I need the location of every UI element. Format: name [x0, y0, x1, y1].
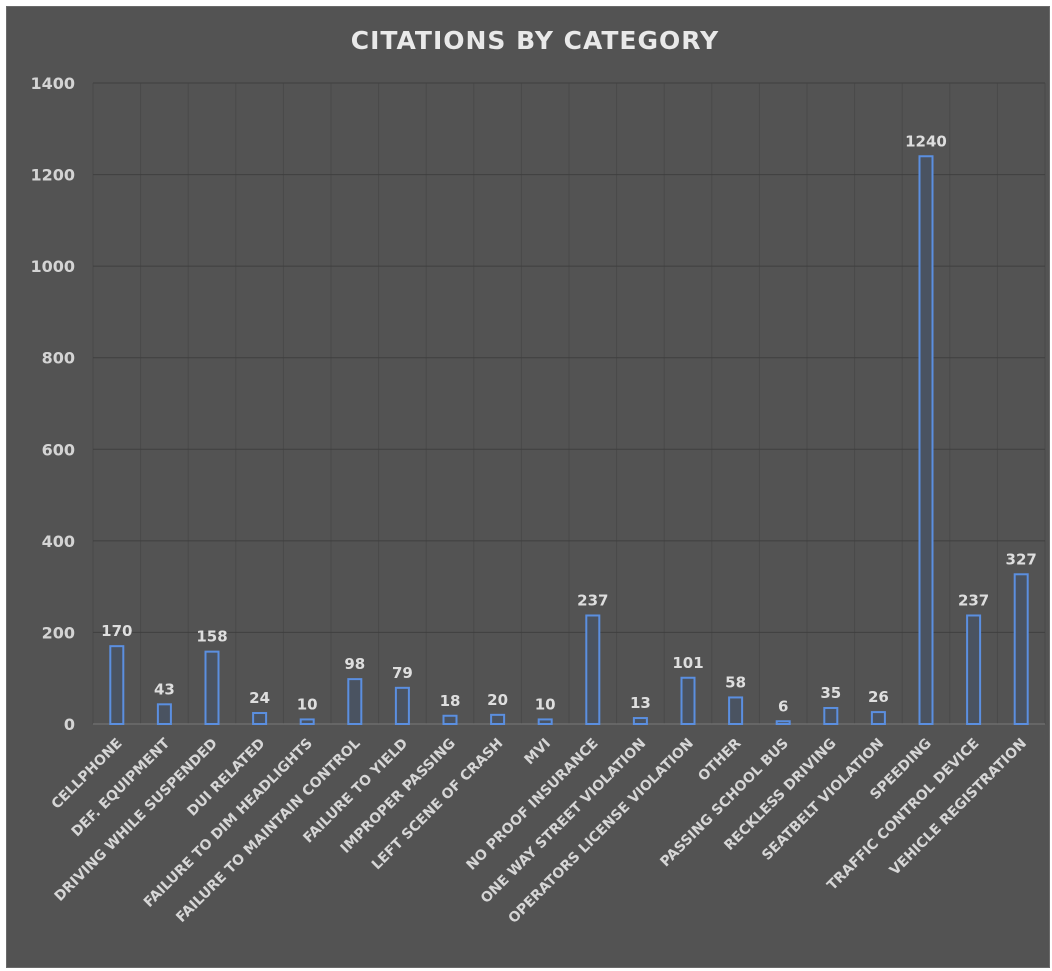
bar [585, 614, 601, 725]
bar [156, 703, 172, 725]
bar [870, 711, 886, 725]
y-tick-label: 0 [64, 715, 75, 734]
bar [632, 717, 648, 725]
bar [347, 678, 363, 726]
bar [680, 676, 696, 725]
y-tick-label: 200 [42, 623, 75, 642]
y-tick-label: 1400 [30, 74, 75, 93]
bars [109, 155, 1029, 726]
data-label: 170 [101, 622, 132, 640]
data-label: 20 [487, 691, 508, 709]
data-label: 43 [154, 680, 175, 698]
bar [299, 718, 315, 726]
y-tick-label: 400 [42, 532, 75, 551]
data-label: 98 [344, 655, 365, 673]
y-tick-label: 1200 [30, 166, 75, 185]
bar [252, 712, 268, 725]
bar-chart: CITATIONS BY CATEGORY 170 43 158 24 10 98 79 18… [30, 26, 1046, 927]
gridlines [92, 82, 1046, 724]
x-tick-label: FAILURE TO DIM HEADLIGHTS [141, 736, 316, 911]
data-label: 10 [297, 695, 318, 713]
data-label: 13 [630, 694, 651, 712]
bar [537, 718, 553, 726]
data-label: 327 [1006, 550, 1037, 568]
bar [823, 706, 839, 725]
data-label: 26 [868, 688, 889, 706]
data-label: 237 [958, 591, 989, 609]
bar [394, 686, 410, 725]
data-label: 35 [820, 684, 841, 702]
data-label: 58 [725, 673, 746, 691]
y-tick-label: 600 [42, 440, 75, 459]
bar [109, 645, 125, 726]
data-label: 1240 [905, 132, 947, 150]
y-tick-label: 800 [42, 349, 75, 368]
chart-area: CITATIONS BY CATEGORY 170 43 158 24 10 98 79 18… [6, 6, 1050, 968]
bar [490, 713, 506, 725]
data-label: 101 [672, 654, 703, 672]
data-label: 18 [440, 692, 461, 710]
x-tick-label: OTHER [695, 735, 744, 784]
chart-title: CITATIONS BY CATEGORY [351, 26, 720, 55]
data-label: 237 [577, 591, 608, 609]
bar [775, 720, 791, 726]
y-tick-label: 1000 [30, 257, 75, 276]
data-label: 10 [535, 695, 556, 713]
x-tick-label: MVI [522, 736, 555, 769]
data-label: 79 [392, 664, 413, 682]
data-label: 24 [249, 689, 270, 707]
bar [1013, 573, 1029, 725]
data-labels: 170 43 158 24 10 98 79 18 20 10 237 13 101 58 6 35 26 124… [101, 132, 1037, 715]
bar [442, 714, 458, 725]
data-label: 158 [196, 628, 227, 646]
data-label: 6 [778, 697, 788, 715]
bar [918, 155, 934, 725]
bar [966, 614, 982, 725]
bar [728, 696, 744, 725]
bar [204, 650, 220, 725]
